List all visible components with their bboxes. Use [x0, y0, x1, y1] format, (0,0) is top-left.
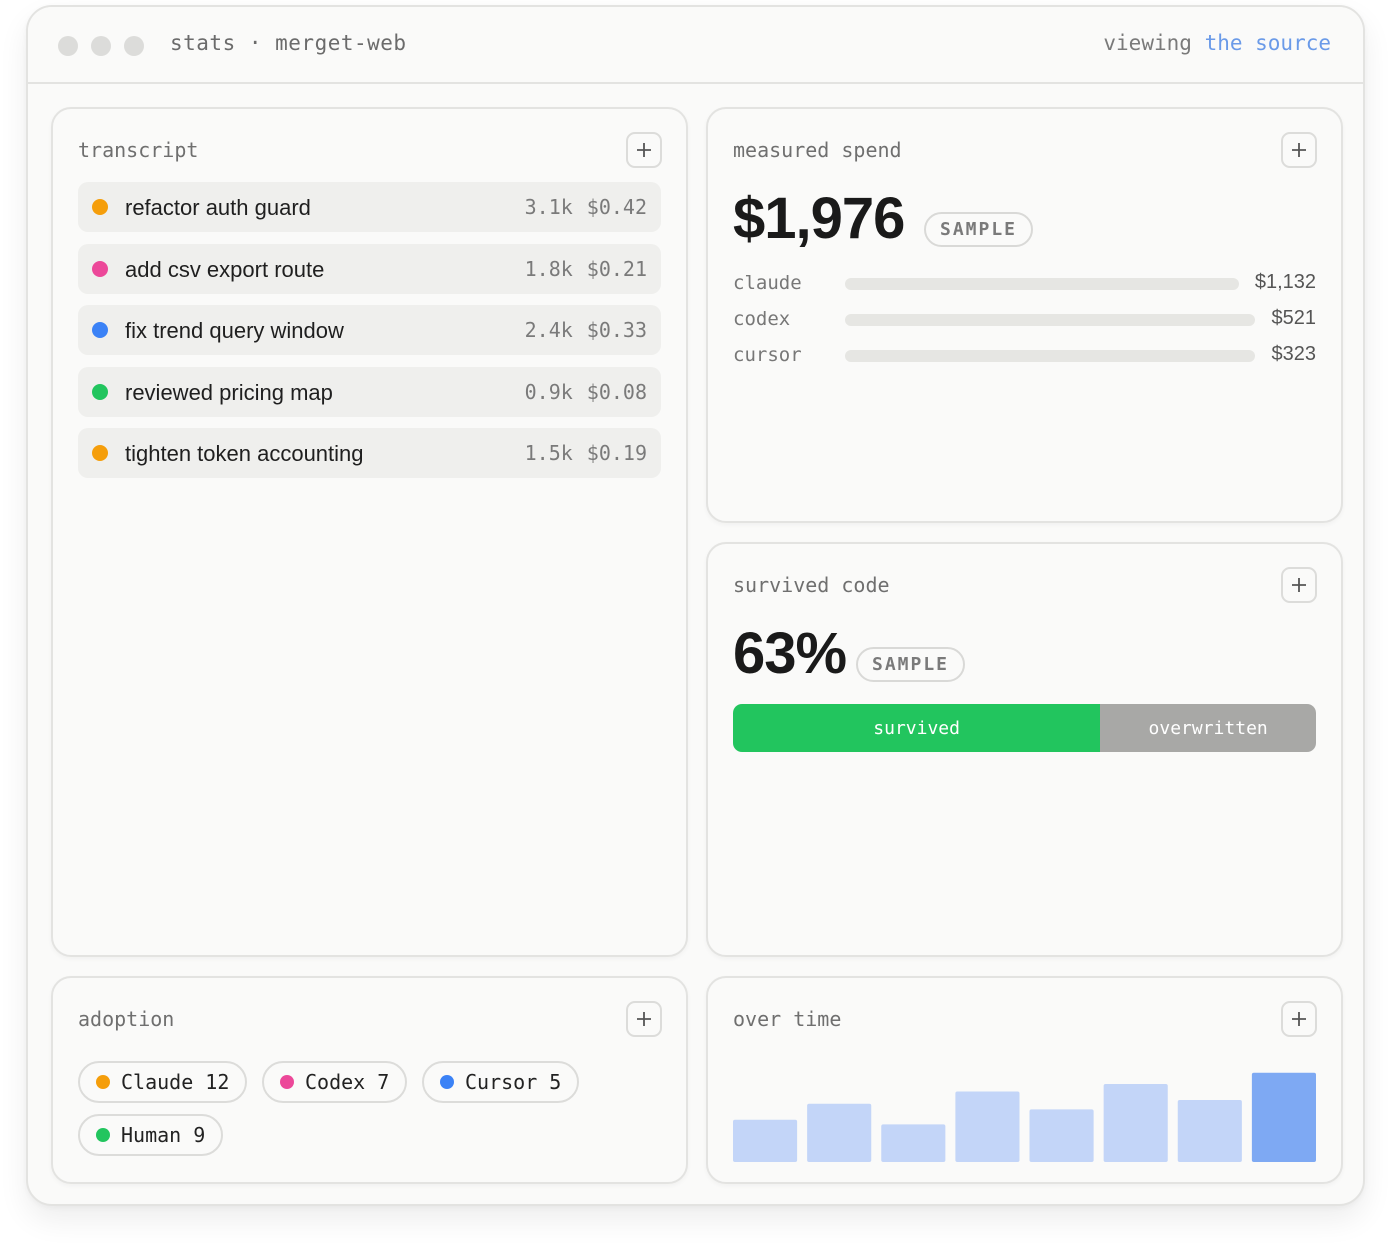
- transcript-item[interactable]: reviewed pricing map 0.9k $0.08: [78, 366, 661, 417]
- over-time-card: over time: [706, 976, 1343, 1184]
- item-cost: $0.08: [586, 379, 647, 404]
- transcript-item[interactable]: refactor auth guard 3.1k $0.42: [78, 182, 661, 232]
- spend-total: $1,976: [733, 186, 905, 251]
- plus-icon: [1292, 143, 1306, 157]
- transcript-item-label: reviewed pricing map: [125, 379, 333, 405]
- add-button[interactable]: [1281, 1001, 1317, 1037]
- overwritten-segment: overwritten: [1100, 704, 1316, 752]
- agent-name: cursor: [733, 344, 802, 366]
- sample-badge: SAMPLE: [924, 212, 1034, 247]
- spend-track: [845, 314, 1255, 326]
- spend-row-cursor: cursor $323: [733, 342, 1316, 368]
- survival-bar: survived overwritten: [733, 704, 1316, 752]
- status-dot: [92, 260, 108, 277]
- spend-track: [845, 350, 1255, 362]
- spend-track: [845, 278, 1239, 290]
- adoption-chip[interactable]: Human 9: [78, 1114, 224, 1156]
- window-title: stats · merget-web: [170, 31, 407, 55]
- chart-bar: [733, 1119, 798, 1162]
- transcript-card: transcript refactor auth guard 3.1k $0.42 a…: [51, 107, 688, 957]
- card-title: over time: [733, 1007, 842, 1031]
- survived-card: survived code 63% SAMPLE survived overwr…: [706, 542, 1343, 957]
- transcript-item-meta: 2.4k $0.33: [525, 318, 647, 342]
- chart-bar: [1177, 1099, 1242, 1162]
- token-count: 1.5k: [524, 441, 573, 465]
- plus-icon: [637, 143, 651, 157]
- chart-bar: [807, 1103, 872, 1162]
- transcript-item-label: tighten token accounting: [125, 441, 364, 466]
- adoption-chip[interactable]: Cursor 5: [422, 1061, 580, 1103]
- legend-dot: [440, 1075, 454, 1089]
- add-button[interactable]: [626, 132, 662, 168]
- add-button[interactable]: [1281, 132, 1317, 168]
- chip-label: Human 9: [121, 1123, 206, 1147]
- legend-dot: [96, 1075, 110, 1089]
- token-count: 2.4k: [524, 318, 573, 342]
- add-button[interactable]: [1281, 567, 1317, 603]
- transcript-item[interactable]: tighten token accounting 1.5k $0.19: [78, 428, 661, 478]
- spend-row-codex: codex $521: [733, 306, 1316, 332]
- chart-bar: [881, 1124, 946, 1162]
- legend-dot: [280, 1075, 294, 1089]
- item-cost: $0.42: [586, 195, 647, 219]
- sample-badge: SAMPLE: [856, 647, 966, 682]
- source-link[interactable]: the source: [1204, 31, 1331, 55]
- viewing-source: viewing the source: [1103, 31, 1331, 55]
- transcript-item[interactable]: add csv export route 1.8k $0.21: [78, 243, 661, 294]
- viewing-prefix: viewing: [1103, 31, 1192, 55]
- adoption-chip[interactable]: Codex 7: [262, 1061, 408, 1103]
- transcript-item-meta: 1.5k $0.19: [525, 441, 647, 465]
- agent-name: codex: [733, 308, 791, 330]
- spend-value: $323: [1271, 343, 1317, 365]
- item-cost: $0.33: [586, 318, 647, 342]
- status-dot: [92, 199, 108, 215]
- agent-name: claude: [733, 272, 802, 294]
- maximize-window-button[interactable]: [124, 36, 144, 56]
- chart-bar: [1251, 1072, 1316, 1162]
- close-window-button[interactable]: [58, 36, 78, 56]
- plus-icon: [1292, 1012, 1306, 1026]
- transcript-item-label: refactor auth guard: [125, 195, 311, 220]
- chart-bar: [1103, 1083, 1168, 1162]
- add-button[interactable]: [626, 1001, 662, 1037]
- transcript-item-label: add csv export route: [125, 256, 325, 282]
- spend-value: $521: [1271, 307, 1317, 329]
- chip-label: Codex 7: [305, 1070, 390, 1094]
- chip-label: Cursor 5: [465, 1070, 562, 1094]
- chip-label: Claude 12: [121, 1070, 230, 1094]
- transcript-item-label: fix trend query window: [125, 318, 344, 343]
- over-time-chart: [733, 1072, 1316, 1162]
- spend-row-claude: claude $1,132: [733, 270, 1316, 296]
- item-cost: $0.21: [586, 256, 647, 281]
- transcript-item-meta: 3.1k $0.42: [525, 195, 647, 219]
- card-title: measured spend: [733, 138, 902, 162]
- spend-value: $1,132: [1254, 271, 1316, 293]
- status-dot: [92, 383, 108, 400]
- adoption-chip[interactable]: Claude 12: [78, 1061, 248, 1103]
- titlebar: stats · merget-web viewing the source: [28, 7, 1363, 84]
- card-title: adoption: [78, 1007, 175, 1031]
- transcript-item[interactable]: fix trend query window 2.4k $0.33: [78, 305, 661, 355]
- adoption-card: adoption Claude 12 Codex 7 Cursor 5 Human 9: [51, 976, 688, 1184]
- status-dot: [92, 445, 108, 461]
- card-title: transcript: [78, 138, 199, 162]
- token-count: 0.9k: [524, 379, 573, 404]
- survived-percent: 63%: [733, 621, 847, 686]
- spend-card: measured spend $1,976 SAMPLE claude $1,13…: [706, 107, 1343, 523]
- minimize-window-button[interactable]: [91, 36, 111, 56]
- app-window: stats · merget-web viewing the source tr…: [26, 5, 1365, 1206]
- status-dot: [92, 322, 108, 338]
- chart-bar: [1029, 1109, 1094, 1162]
- token-count: 1.8k: [524, 256, 573, 281]
- legend-dot: [96, 1128, 110, 1142]
- chart-bar: [955, 1091, 1020, 1162]
- transcript-item-meta: 1.8k $0.21: [525, 257, 647, 281]
- token-count: 3.1k: [524, 195, 573, 219]
- plus-icon: [637, 1012, 651, 1026]
- plus-icon: [1292, 578, 1306, 592]
- card-title: survived code: [733, 573, 890, 597]
- survived-segment: survived: [733, 704, 1101, 752]
- item-cost: $0.19: [586, 441, 647, 465]
- transcript-item-meta: 0.9k $0.08: [525, 380, 647, 404]
